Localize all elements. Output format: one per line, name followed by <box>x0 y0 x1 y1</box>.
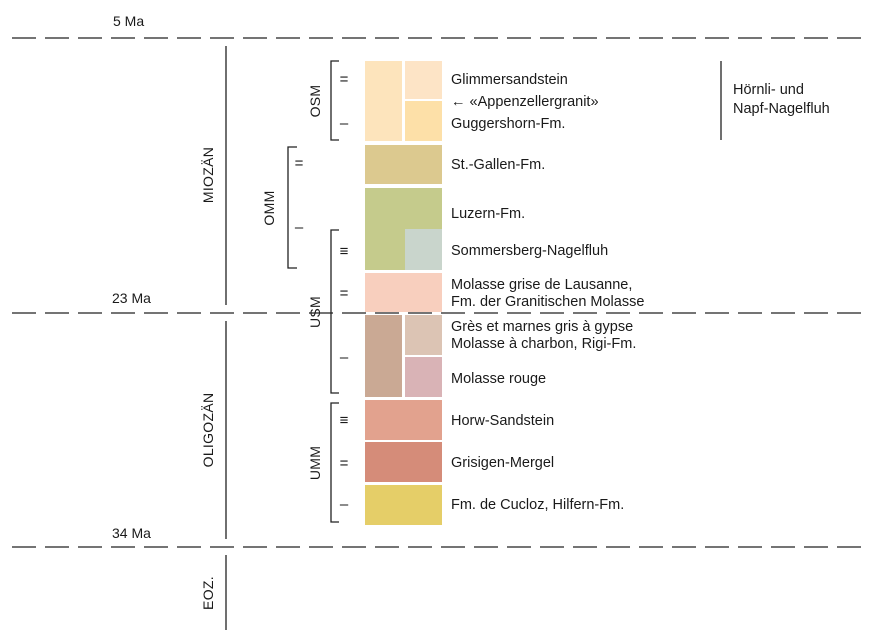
label-cucloz: Fm. de Cucloz, Hilfern-Fm. <box>451 497 624 513</box>
age-label-23ma: 23 Ma <box>112 290 151 306</box>
block-glimmersandstein <box>405 61 442 99</box>
block-horw <box>365 400 442 440</box>
mark-osm-single: – <box>340 115 349 132</box>
block-grisigen <box>365 442 442 482</box>
block-guggershorn <box>405 101 442 141</box>
mark-usm-triple: ≡ <box>340 243 349 260</box>
mark-omm-double: = <box>295 155 304 172</box>
bracket-umm <box>330 402 339 523</box>
mark-osm-double: = <box>340 71 349 88</box>
label-lausanne-line1: Molasse grise de Lausanne, <box>451 277 632 293</box>
label-glimmersandstein: Glimmersandstein <box>451 72 568 88</box>
label-gres-line1: Grès et marnes gris à gypse <box>451 319 633 335</box>
group-label-osm: OSM <box>307 85 323 118</box>
bracket-omm <box>287 146 297 269</box>
unit-labels: Glimmersandstein ← «Appenzellergranit» G… <box>451 72 644 513</box>
label-lausanne-line2: Fm. der Granitischen Molasse <box>451 294 644 310</box>
time-boundaries <box>12 37 869 548</box>
mark-usm-single: – <box>340 349 349 366</box>
block-gres <box>405 315 442 355</box>
block-usm-left <box>365 315 402 397</box>
age-label-34ma: 34 Ma <box>112 525 151 541</box>
label-grisigen: Grisigen-Mergel <box>451 455 554 471</box>
label-appenzellergranit: ← «Appenzellergranit» <box>451 94 599 110</box>
epoch-label-eocene: EOZ. <box>200 576 216 610</box>
label-stgallen: St.-Gallen-Fm. <box>451 157 545 173</box>
block-osm-main <box>365 61 402 141</box>
bracket-usm <box>330 229 339 394</box>
block-sommersberg <box>405 229 442 270</box>
label-rouge: Molasse rouge <box>451 371 546 387</box>
block-cucloz <box>365 485 442 525</box>
label-guggershorn: Guggershorn-Fm. <box>451 116 565 132</box>
strat-column <box>365 61 442 525</box>
epoch-label-miocene: MIOZÄN <box>200 147 216 203</box>
bracket-osm <box>330 60 339 141</box>
mark-omm-single: – <box>295 219 304 236</box>
block-stgallen <box>365 145 442 184</box>
mark-umm-single: – <box>340 496 349 513</box>
note-line1: Hörnli- und <box>733 82 804 98</box>
group-label-usm: USM <box>307 296 323 328</box>
age-label-5ma: 5 Ma <box>113 13 144 29</box>
block-lausanne <box>365 273 442 312</box>
epoch-label-oligocene: OLIGOZÄN <box>200 393 216 468</box>
group-brackets <box>287 60 339 523</box>
label-gres-line2: Molasse à charbon, Rigi-Fm. <box>451 336 636 352</box>
group-label-umm: UMM <box>307 446 323 480</box>
label-luzern: Luzern-Fm. <box>451 206 525 222</box>
group-label-omm: OMM <box>261 190 277 225</box>
mark-umm-double: = <box>340 455 349 472</box>
label-horw: Horw-Sandstein <box>451 413 554 429</box>
mark-usm-double: = <box>340 285 349 302</box>
note-line2: Napf-Nagelfluh <box>733 101 830 117</box>
correlation-marks: = – = – ≡ = – ≡ = – <box>295 71 349 513</box>
label-sommersberg: Sommersberg-Nagelfluh <box>451 243 608 259</box>
block-rouge <box>405 357 442 397</box>
mark-umm-triple: ≡ <box>340 412 349 429</box>
